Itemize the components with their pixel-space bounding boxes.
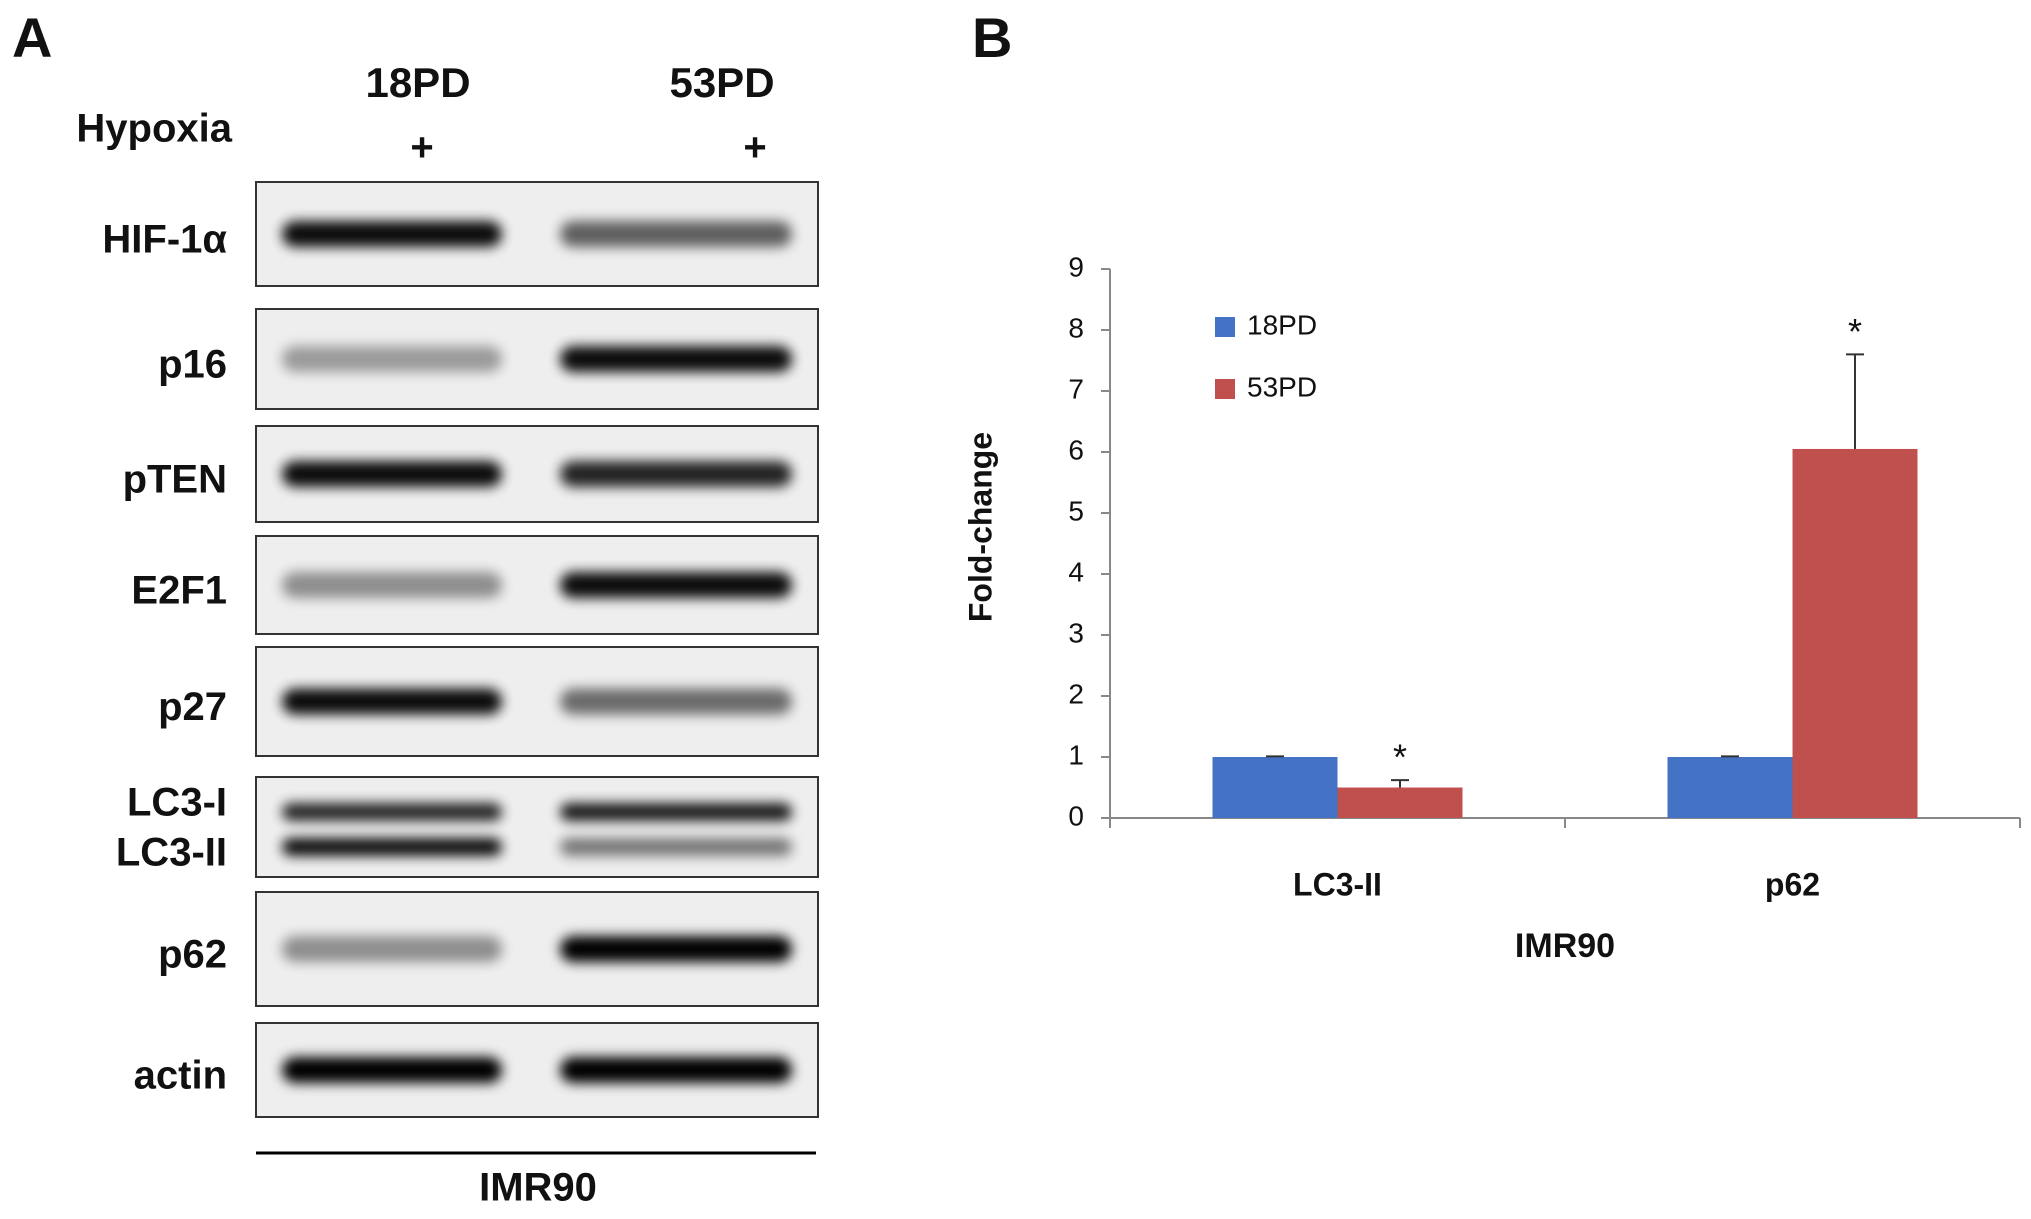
row-label: p27 bbox=[158, 685, 227, 729]
y-tick-label: 1 bbox=[1068, 739, 1084, 770]
band bbox=[282, 572, 502, 598]
x-axis-title: IMR90 bbox=[1515, 927, 1615, 965]
blot-panel bbox=[255, 776, 819, 878]
band bbox=[282, 1057, 502, 1083]
band bbox=[560, 346, 792, 372]
row-label: LC3-II bbox=[116, 831, 227, 875]
y-tick-label: 7 bbox=[1068, 373, 1084, 404]
band bbox=[282, 346, 502, 372]
legend-label: 53PD bbox=[1247, 371, 1317, 402]
row-label: E2F1 bbox=[131, 569, 227, 613]
y-tick-label: 5 bbox=[1068, 495, 1084, 526]
y-tick-label: 0 bbox=[1068, 800, 1084, 831]
y-tick-label: 3 bbox=[1068, 617, 1084, 648]
significance-marker: * bbox=[1393, 737, 1407, 778]
band bbox=[282, 936, 502, 962]
row-label: pTEN bbox=[123, 458, 227, 502]
bar bbox=[1337, 787, 1463, 818]
band bbox=[560, 572, 792, 598]
row-label: HIF-1α bbox=[102, 218, 227, 262]
y-tick-label: 6 bbox=[1068, 434, 1084, 465]
band bbox=[560, 461, 792, 487]
row-label: LC3-I bbox=[127, 781, 227, 825]
y-tick-label: 8 bbox=[1068, 312, 1084, 343]
band bbox=[560, 838, 792, 856]
column-header: 18PD bbox=[365, 59, 470, 106]
band bbox=[560, 688, 792, 715]
band bbox=[560, 936, 792, 962]
bar bbox=[1212, 757, 1338, 818]
condition-mark: + bbox=[410, 126, 433, 170]
condition-label: Hypoxia bbox=[76, 107, 232, 151]
x-tick-label: p62 bbox=[1765, 866, 1820, 902]
row-label: p16 bbox=[158, 343, 227, 387]
band bbox=[282, 461, 502, 487]
legend-swatch bbox=[1215, 379, 1235, 399]
panel-label: B bbox=[972, 6, 1012, 69]
y-tick-label: 4 bbox=[1068, 556, 1084, 587]
condition-mark: + bbox=[743, 126, 766, 170]
y-tick-label: 2 bbox=[1068, 678, 1084, 709]
panel-label: A bbox=[12, 6, 52, 69]
band bbox=[282, 688, 502, 715]
column-header: 53PD bbox=[669, 59, 774, 106]
significance-marker: * bbox=[1848, 311, 1862, 352]
legend-label: 18PD bbox=[1247, 309, 1317, 340]
band bbox=[282, 803, 502, 821]
row-label: p62 bbox=[158, 933, 227, 977]
y-tick-label: 9 bbox=[1068, 251, 1084, 282]
legend-swatch bbox=[1215, 317, 1235, 337]
x-tick-label: LC3-II bbox=[1293, 866, 1382, 902]
band bbox=[560, 221, 792, 247]
band bbox=[282, 221, 502, 247]
row-label: actin bbox=[134, 1054, 227, 1098]
band bbox=[560, 1057, 792, 1083]
y-axis-title: Fold-change bbox=[962, 432, 998, 622]
cell-line-label: IMR90 bbox=[479, 1166, 597, 1210]
band bbox=[560, 803, 792, 821]
band bbox=[282, 838, 502, 856]
bar bbox=[1667, 757, 1793, 818]
bar bbox=[1792, 448, 1918, 818]
